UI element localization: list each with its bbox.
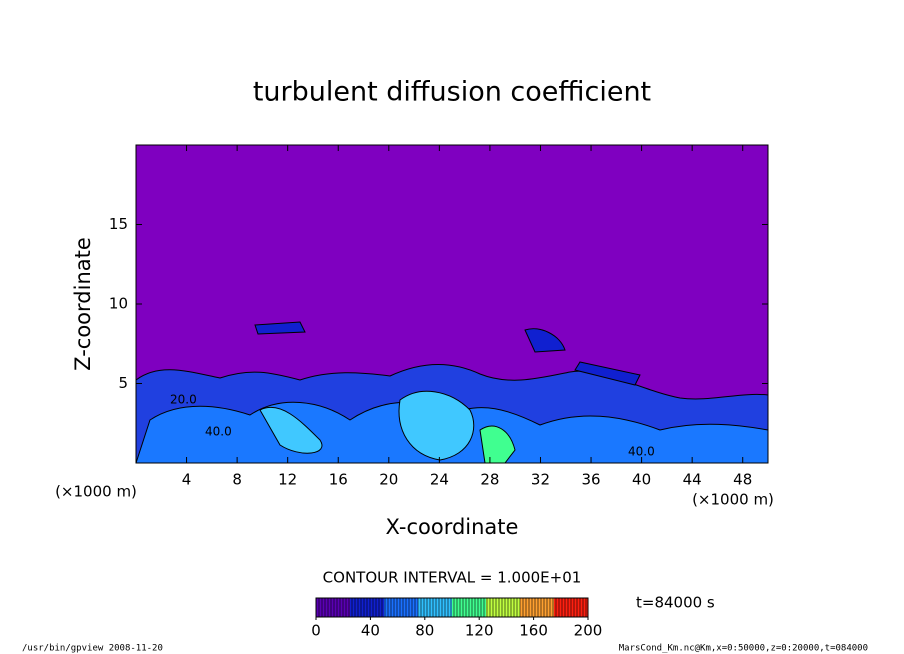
x-tick-label: 16	[329, 471, 348, 489]
time-label: t=84000 s	[636, 594, 715, 612]
blob	[259, 406, 323, 454]
contour-label: 40.0	[628, 445, 655, 459]
x-tick-label: 40	[632, 471, 651, 489]
contour-label: 40.0	[205, 425, 232, 439]
y-axis-label: Z-coordinate	[71, 237, 95, 371]
x-tick-label: 44	[683, 471, 702, 489]
x-unit: (×1000 m)	[55, 483, 137, 501]
colorbar-segment	[486, 598, 520, 617]
x-tick-label: 32	[531, 471, 550, 489]
colorbar-tick-label: 40	[361, 622, 380, 640]
blob	[524, 328, 566, 353]
colorbar-segment	[520, 598, 554, 617]
chart-title: turbulent diffusion coefficient	[253, 77, 651, 108]
colorbar-segment	[316, 598, 350, 617]
colorbar-segment	[384, 598, 418, 617]
x-tick-label: 36	[581, 471, 600, 489]
x-tick-label: 48	[733, 471, 752, 489]
colorbar-tick-label: 80	[415, 622, 434, 640]
colorbar-tick-label: 0	[311, 622, 321, 640]
blob	[398, 390, 475, 461]
y-tick-label: 5	[118, 374, 128, 392]
colorbar-tick-label: 200	[574, 622, 603, 640]
colorbar-tick-label: 160	[519, 622, 548, 640]
blob	[254, 321, 306, 335]
colorbar-segment	[418, 598, 452, 617]
blob	[479, 425, 516, 463]
x-tick-label: 28	[480, 471, 499, 489]
blob	[574, 361, 641, 386]
footer-left: /usr/bin/gpview 2008-11-20	[22, 644, 163, 654]
y-tick-label: 10	[109, 295, 128, 313]
x-tick-label: 4	[182, 471, 192, 489]
colorbar-frame	[315, 597, 589, 618]
x-tick-label: 20	[379, 471, 398, 489]
x-tick-label: 24	[430, 471, 449, 489]
x-unit: (×1000 m)	[692, 491, 774, 509]
x-axis-label: X-coordinate	[386, 515, 519, 539]
x-tick-label: 12	[278, 471, 297, 489]
y-tick-label: 15	[109, 215, 128, 233]
contour-field	[136, 321, 768, 463]
footer-right: MarsCond_Km.nc@Km,x=0:50000,z=0:20000,t=…	[619, 644, 868, 654]
colorbar-tick-label: 120	[465, 622, 494, 640]
x-tick-label: 8	[232, 471, 242, 489]
contour-label: 20.0	[170, 393, 197, 407]
contour-interval: CONTOUR INTERVAL = 1.000E+01	[323, 569, 582, 587]
